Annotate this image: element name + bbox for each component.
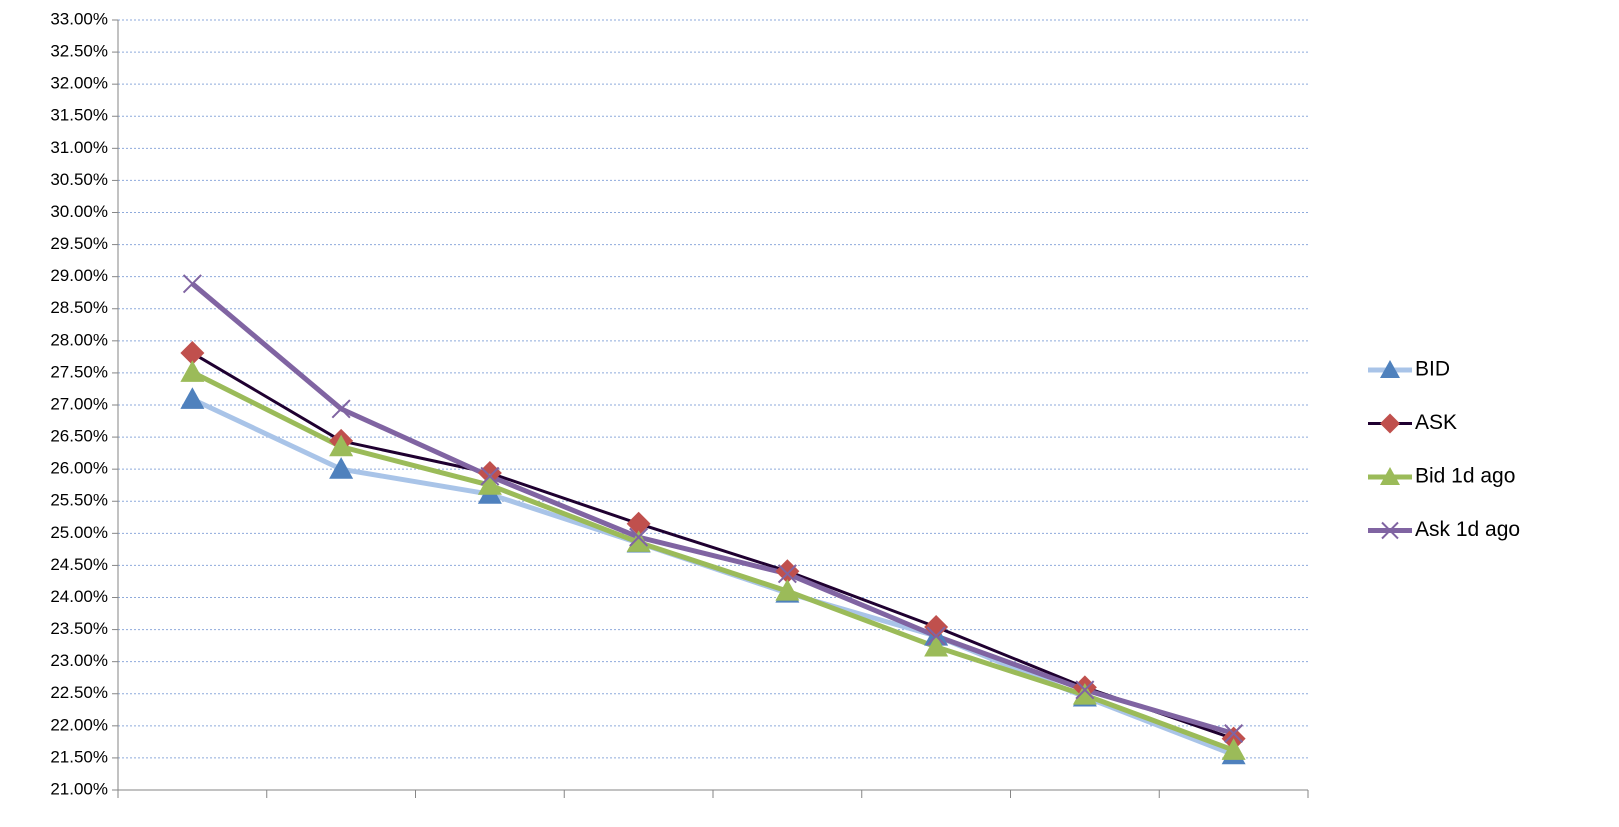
y-tick-label: 27.50%	[50, 362, 108, 381]
y-tick-label: 30.50%	[50, 170, 108, 189]
y-tick-label: 30.00%	[50, 202, 108, 221]
marker	[477, 473, 502, 495]
marker	[180, 387, 205, 409]
marker	[1224, 724, 1244, 744]
marker	[775, 579, 800, 601]
marker	[924, 634, 949, 657]
y-tick-label: 22.00%	[50, 715, 108, 734]
y-tick-label: 21.50%	[50, 747, 108, 766]
y-tick-label: 24.50%	[50, 555, 108, 574]
y-tick-label: 33.00%	[50, 9, 108, 28]
y-tick-label: 28.50%	[50, 298, 108, 317]
marker	[1381, 521, 1399, 540]
y-tick-label: 29.00%	[50, 266, 108, 285]
marker	[329, 434, 354, 457]
legend-label: BID	[1415, 358, 1450, 381]
legend-label: Ask 1d ago	[1415, 518, 1520, 541]
y-tick-label: 22.50%	[50, 683, 108, 702]
y-tick-label: 32.00%	[50, 74, 108, 93]
series-line	[190, 281, 1235, 736]
marker	[924, 615, 949, 640]
marker	[626, 511, 651, 536]
marker	[329, 457, 354, 479]
y-tick-label: 23.50%	[50, 619, 108, 638]
y-tick-label: 32.50%	[50, 42, 108, 61]
y-tick-label: 21.00%	[50, 779, 108, 798]
legend-label: Bid 1d ago	[1415, 465, 1515, 488]
legend: BID ASK Bid 1d ago Ask 1d ago	[1368, 358, 1520, 541]
y-tick-label: 27.00%	[50, 394, 108, 413]
marker	[180, 360, 205, 382]
marker	[182, 274, 202, 294]
marker	[331, 399, 351, 419]
y-tick-label: 24.00%	[50, 587, 108, 606]
marker	[775, 559, 800, 584]
marker	[1380, 413, 1400, 434]
y-tick-label: 26.00%	[50, 459, 108, 478]
y-tick-label: 31.50%	[50, 106, 108, 125]
marker	[629, 527, 649, 547]
series-line	[191, 370, 1235, 753]
marker	[1380, 467, 1400, 485]
y-tick-label: 23.00%	[50, 651, 108, 670]
marker	[777, 564, 797, 584]
marker	[626, 530, 651, 552]
y-tick-label: 29.50%	[50, 234, 108, 253]
marker	[477, 461, 502, 486]
marker	[1072, 683, 1097, 705]
legend-label: ASK	[1415, 411, 1457, 434]
marker	[1380, 360, 1400, 378]
y-tick-label: 28.00%	[50, 330, 108, 349]
y-tick-label: 25.50%	[50, 491, 108, 510]
y-tick-label: 31.00%	[50, 138, 108, 157]
marker	[1075, 680, 1095, 700]
y-tick-label: 25.00%	[50, 523, 108, 542]
series-line	[191, 351, 1235, 741]
marker	[926, 626, 946, 646]
marker	[480, 466, 500, 486]
y-tick-label: 26.50%	[50, 427, 108, 446]
marker	[180, 341, 205, 366]
marker	[1221, 738, 1246, 760]
